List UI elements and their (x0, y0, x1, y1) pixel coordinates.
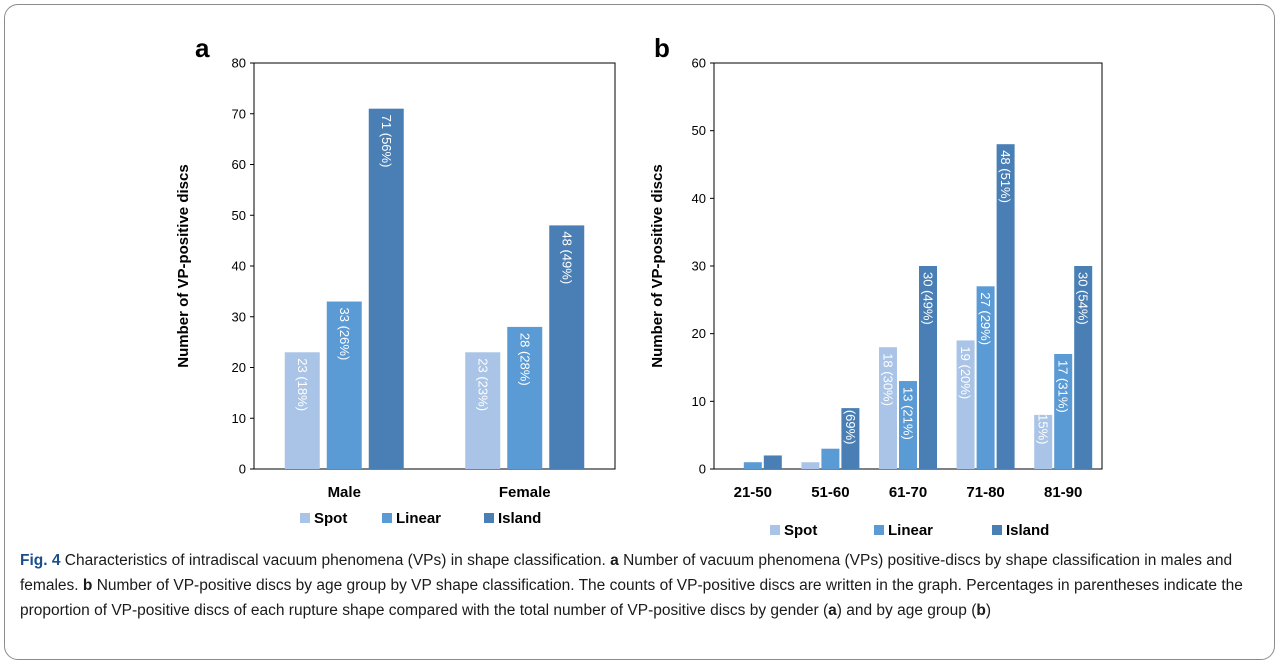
panel-a-y-tick-label: 10 (232, 411, 246, 426)
panel-b-bar-island-4 (996, 144, 1015, 469)
caption-text-a: Number of vacuum phenomena (VPs) positiv… (20, 552, 1233, 594)
panel-a-bar-linear-1 (326, 301, 362, 469)
panel-a-data-label-island-1: 71 (56%) (379, 115, 394, 168)
panel-b-category-label: 61-70 (889, 484, 927, 501)
panel-b-bar-spot-5 (1034, 414, 1053, 469)
panel-b-y-tick-label: 20 (692, 326, 706, 341)
panel-a-y-tick-label: 70 (232, 106, 246, 121)
panel-b-data-label-island-2: 9 (69%) (843, 399, 858, 445)
panel-b-data-label-spot-2: 1 (8%) (803, 397, 818, 435)
panel-b-bar-linear-1 (743, 462, 762, 469)
panel-b-legend-swatch-linear (874, 525, 884, 535)
panel-b-data-label-linear-4: 27 (29%) (978, 292, 993, 345)
caption-marker-a: a (610, 552, 619, 569)
caption-figure-label: Fig. 4 (20, 552, 61, 569)
panel-a-bar-linear-2 (507, 326, 543, 469)
panel-b-bar-spot-3 (879, 347, 897, 469)
panel-b-bar-linear-2 (821, 448, 840, 469)
panel-a-legend-label-island: Island (498, 510, 541, 527)
panel-a-y-tick-label: 40 (232, 259, 246, 274)
panel-a-y-axis-label: Number of VP-positive discs (175, 164, 192, 367)
panel-a-data-label-spot-1: 23 (18%) (295, 358, 310, 411)
panel-b-data-label-island-1: 2 (67%) (765, 397, 780, 443)
panel-b-legend-label-island: Island (1006, 522, 1049, 539)
panel-b-data-label-spot-5: 8 (15%) (1036, 399, 1051, 445)
caption-title: Characteristics of intradiscal vacuum ph… (64, 552, 606, 569)
panel-b-data-label-linear-3: 13 (21%) (901, 387, 916, 440)
caption-end-text: ) (985, 602, 992, 619)
panel-b-bar-linear-5 (1054, 353, 1073, 469)
panel-a-bar-spot-1 (284, 352, 320, 469)
panel-b-bar-island-1 (763, 455, 782, 469)
panel-b-bar-linear-3 (899, 381, 917, 469)
panel-a-data-label-spot-2: 23 (23%) (475, 358, 490, 411)
panel-a-data-label-linear-1: 33 (26%) (337, 308, 352, 361)
panel-b-data-label-spot-3: 18 (30%) (881, 353, 896, 406)
panel-b-y-tick-label: 30 (692, 259, 706, 274)
caption-ref-a: a (828, 602, 837, 619)
panel-b-legend-swatch-island (992, 525, 1002, 535)
panel-b-data-label-linear-2: 3 (23%) (823, 397, 838, 443)
panel-a-bar-island-1 (368, 108, 404, 470)
panel-a-legend-swatch-spot (300, 513, 310, 523)
panel-b-bar-spot-2 (801, 462, 820, 469)
panel-b-bar-island-3 (919, 266, 937, 469)
panel-b-category-label: 21-50 (734, 484, 772, 501)
panel-b-y-tick-label: 0 (699, 462, 706, 477)
panel-b-y-tick-label: 10 (692, 394, 706, 409)
panel-a-category-label: Female (499, 484, 551, 501)
caption-marker-b: b (82, 577, 93, 594)
panel-b-category-label: 71-80 (966, 484, 1004, 501)
panel-b-y-tick-label: 60 (692, 56, 706, 71)
caption-mid-text: ) and by age group ( (836, 602, 977, 619)
charts-svg: a 0 10 20 30 40 50 60 70 80 Number of VP-positive … (175, 33, 1103, 539)
panel-b-data-label-spot-1: 0 (0%) (725, 397, 740, 435)
panel-a-y-tick-label: 20 (232, 360, 246, 375)
panel-b-data-label-spot-4: 19 (20%) (958, 346, 973, 399)
panel-a-y-tick-label: 50 (232, 208, 246, 223)
panel-b-legend-swatch-spot (770, 525, 780, 535)
panel-a-category-label: Male (328, 484, 361, 501)
caption-text-b: Number of VP-positive discs by age group… (20, 577, 1243, 619)
panel-b-data-label-island-3: 30 (49%) (921, 272, 936, 325)
panel-b-bar-island-5 (1074, 266, 1093, 469)
panel-b-y-axis-label: Number of VP-positive discs (649, 164, 666, 367)
figure-caption: Fig. 4 Characteristics of intradiscal va… (20, 548, 1260, 623)
panel-b-bar-spot-4 (956, 340, 975, 469)
panel-a-y-tick-label: 60 (232, 157, 246, 172)
panel-b-legend-label-spot: Spot (784, 522, 817, 539)
panel-a-letter: a (195, 33, 210, 63)
panel-a-y-tick-label: 0 (239, 462, 246, 477)
panel-a-legend-label-spot: Spot (314, 510, 347, 527)
panel-b-bar-linear-4 (976, 286, 995, 469)
panel-b-y-tick-label: 50 (692, 123, 706, 138)
panel-b-letter: b (654, 33, 670, 63)
panel-b-data-label-island-4: 48 (51%) (998, 150, 1013, 203)
panel-a-legend-label-linear: Linear (396, 510, 441, 527)
panel-a-legend-swatch-linear (382, 513, 392, 523)
figure-frame (4, 4, 1275, 660)
panel-a-bar-island-2 (549, 225, 585, 469)
panel-b-y-tick-label: 40 (692, 191, 706, 206)
panel-a-data-label-linear-2: 28 (28%) (517, 333, 532, 386)
panel-a-y-tick-label: 30 (232, 309, 246, 324)
panel-b-data-label-linear-1: 1 (33%) (745, 397, 760, 443)
panel-b-legend-label-linear: Linear (888, 522, 933, 539)
panel-a-legend-swatch-island (484, 513, 494, 523)
panel-a-bar-spot-2 (465, 352, 501, 469)
panel-b-data-label-linear-5: 17 (31%) (1056, 360, 1071, 413)
panel-a-data-label-island-2: 48 (49%) (559, 231, 574, 284)
panel-b-category-label: 81-90 (1044, 484, 1082, 501)
panel-a-y-tick-label: 80 (232, 56, 246, 71)
panel-b-category-label: 51-60 (811, 484, 849, 501)
panel-b-data-label-island-5: 30 (54%) (1076, 272, 1091, 325)
caption-ref-b: b (976, 602, 986, 619)
panel-b-bar-island-2 (841, 408, 860, 469)
